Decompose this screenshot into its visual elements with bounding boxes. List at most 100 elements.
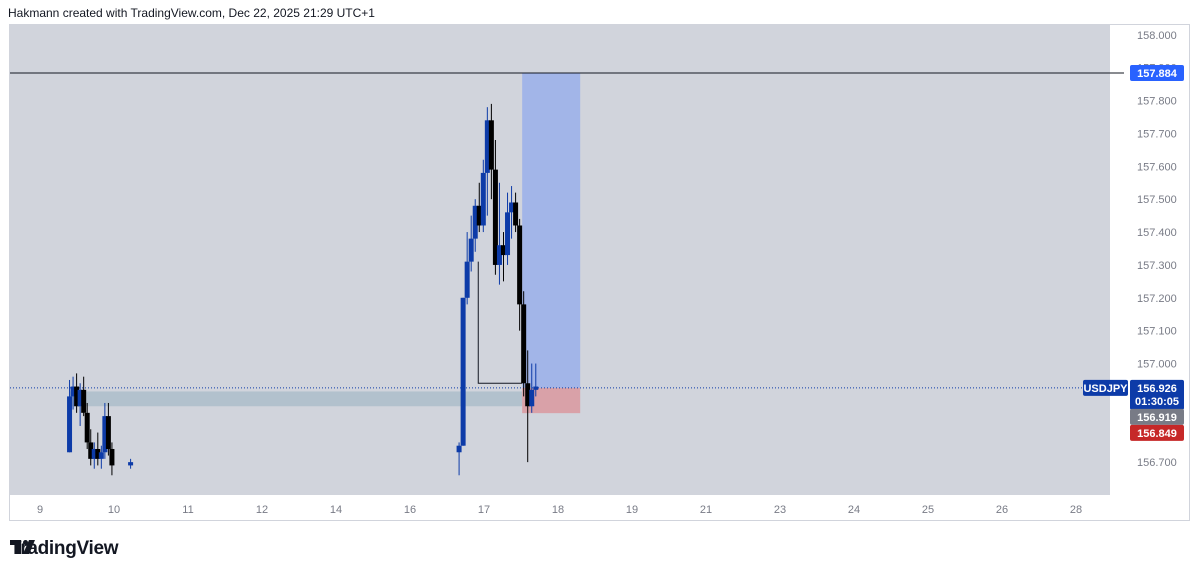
chart-attribution: Hakmann created with TradingView.com, De…	[8, 6, 375, 20]
price-tick-label: 157.000	[1137, 359, 1177, 371]
tradingview-brand: TradingView	[10, 538, 119, 559]
candle[interactable]	[476, 182, 482, 233]
time-tick-label: 12	[256, 504, 268, 516]
time-tick-label: 28	[1070, 504, 1082, 516]
candle[interactable]	[81, 376, 87, 417]
target-price-label: 157.884	[1137, 68, 1178, 80]
candle[interactable]	[525, 350, 531, 463]
candle-body	[77, 389, 83, 407]
candle[interactable]	[128, 458, 134, 469]
support-zone[interactable]	[69, 391, 523, 407]
candle-body	[70, 386, 76, 397]
candle-body	[88, 442, 94, 459]
candle-body	[500, 245, 506, 256]
candle-body	[496, 245, 502, 265]
candle-body	[513, 202, 519, 226]
candle[interactable]	[500, 232, 506, 282]
candle-body	[460, 297, 466, 446]
entry-price-label: 156.919	[1137, 412, 1177, 424]
candle[interactable]	[529, 363, 535, 413]
connector-line	[477, 261, 523, 384]
candle-body	[525, 383, 531, 407]
candle-body	[468, 238, 474, 262]
candle[interactable]	[460, 297, 466, 446]
candle-body	[517, 225, 523, 305]
target-price-bg	[1130, 64, 1184, 81]
candle[interactable]	[505, 192, 511, 265]
candle[interactable]	[88, 429, 94, 466]
price-tick-label: 158.000	[1137, 30, 1177, 42]
time-tick-label: 23	[774, 504, 786, 516]
time-tick-label: 19	[626, 504, 638, 516]
candle-body	[472, 205, 478, 239]
symbol-tag-label: USDJPY	[1083, 383, 1128, 395]
candle-body	[484, 120, 490, 173]
current-price-label: 156.926	[1137, 383, 1177, 395]
candle-body	[492, 169, 498, 265]
time-tick-label: 24	[848, 504, 860, 516]
target-price-tag[interactable]: 157.884	[1130, 64, 1184, 81]
candle[interactable]	[84, 402, 90, 449]
candle[interactable]	[95, 432, 101, 466]
candle[interactable]	[105, 402, 111, 456]
candle[interactable]	[70, 376, 76, 410]
candle-body	[464, 261, 470, 298]
candle[interactable]	[509, 186, 515, 239]
candle[interactable]	[464, 232, 470, 305]
stop-price-bg	[1130, 424, 1184, 441]
candle[interactable]	[488, 103, 494, 200]
bar-countdown-label: 01:30:05	[1135, 396, 1179, 408]
candle[interactable]	[67, 379, 73, 453]
candle-body	[102, 416, 108, 453]
candle[interactable]	[98, 445, 104, 469]
price-tick-label: 157.100	[1137, 326, 1177, 338]
candle-body	[81, 389, 87, 413]
candle[interactable]	[492, 140, 498, 275]
symbol-tag-bg	[1083, 379, 1128, 396]
candle[interactable]	[102, 402, 108, 459]
candle-body	[91, 448, 97, 459]
tradingview-logo-icon	[10, 540, 35, 554]
candle-body	[509, 202, 515, 213]
candles-layer	[67, 103, 539, 476]
candle[interactable]	[513, 192, 519, 233]
time-tick-label: 25	[922, 504, 934, 516]
candle[interactable]	[521, 291, 527, 397]
time-axis[interactable]: 9 10 11 12 14 16 17 18 19 21 23 24 25 26 28	[37, 504, 1082, 516]
candle-body	[505, 212, 511, 256]
candle-body	[109, 448, 115, 466]
candle[interactable]	[74, 373, 80, 413]
candle-body	[488, 120, 494, 170]
candle[interactable]	[472, 199, 478, 252]
price-tick-label: 157.400	[1137, 227, 1177, 239]
candle[interactable]	[484, 107, 490, 216]
stop-price-tag[interactable]: 156.849	[1130, 424, 1184, 441]
candle[interactable]	[91, 442, 97, 469]
price-tick-label: 157.700	[1137, 128, 1177, 140]
time-tick-label: 18	[552, 504, 564, 516]
candle-body	[74, 386, 80, 407]
candle-body	[84, 412, 90, 443]
candle-body	[533, 386, 539, 390]
candle[interactable]	[517, 218, 523, 331]
candle[interactable]	[109, 442, 115, 476]
candle[interactable]	[77, 383, 83, 426]
entry-price-bg	[1130, 408, 1184, 425]
time-tick-label: 21	[700, 504, 712, 516]
candle[interactable]	[533, 363, 539, 397]
candle[interactable]	[456, 442, 462, 476]
candle-body	[105, 416, 111, 449]
candle-body	[476, 205, 482, 226]
footer: TradingView	[10, 538, 119, 560]
entry-price-tag[interactable]: 156.919	[1130, 408, 1184, 425]
time-tick-label: 16	[404, 504, 416, 516]
candle[interactable]	[480, 159, 486, 233]
candle-body	[529, 389, 535, 407]
target-zone[interactable]	[522, 72, 581, 388]
candle[interactable]	[496, 182, 502, 285]
lines-layer	[10, 72, 1124, 389]
candle[interactable]	[468, 215, 474, 272]
time-tick-label: 11	[182, 504, 193, 516]
